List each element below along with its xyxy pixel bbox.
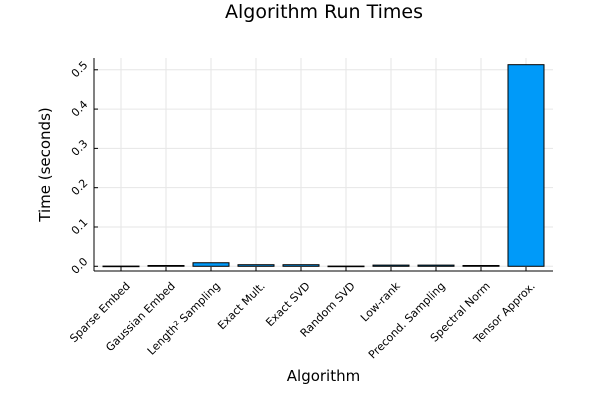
bar [462,264,500,267]
bar [237,264,275,267]
y-tick-label: 0.3 [69,137,91,159]
y-tick-label: 0.1 [69,216,91,238]
x-tick-label: Precond. Sampling [366,280,448,362]
x-tick-label: Low-rank [358,279,403,324]
bar [507,64,545,267]
y-tick-label: 0.5 [69,59,91,81]
axes [93,58,553,272]
bars [102,64,545,268]
bar [102,265,140,268]
y-tick-label: 0.2 [69,177,91,199]
x-tick-label: Exact Mult. [215,280,268,333]
y-axis-label: Time (seconds) [36,107,54,223]
grid-lines [94,58,553,271]
bar [417,264,455,267]
y-tick-label: 0.4 [69,98,91,120]
bar [372,264,410,267]
y-tick-label: 0.0 [69,255,91,277]
bar [192,262,230,267]
bar [147,264,185,267]
bar [327,265,365,268]
x-axis-label: Algorithm [287,367,360,385]
bar [282,264,320,267]
chart-title: Algorithm Run Times [225,1,423,23]
